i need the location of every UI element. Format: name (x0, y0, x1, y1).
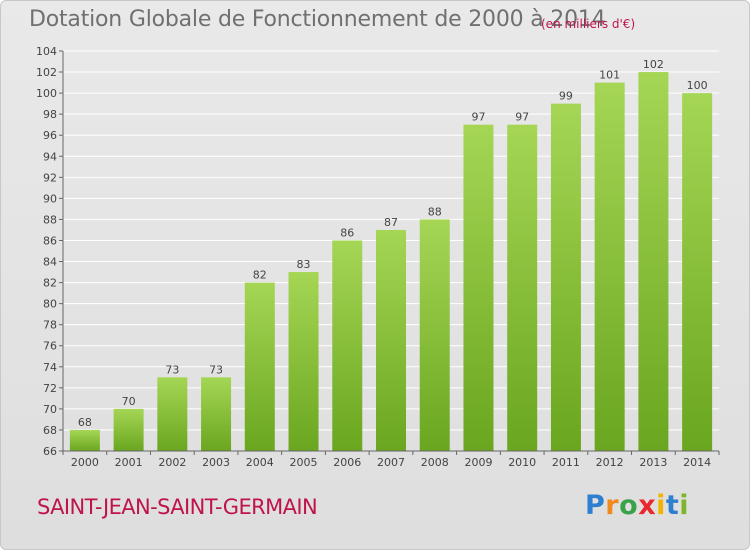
bar (376, 229, 406, 451)
logo-letter: i (656, 490, 666, 521)
bar (419, 219, 450, 451)
data-label: 97 (515, 111, 529, 124)
x-tick-label: 2001 (115, 456, 143, 469)
proxiti-logo[interactable]: Proxiti (585, 490, 689, 521)
logo-letter: r (605, 490, 620, 521)
y-tick-label: 86 (43, 234, 57, 247)
x-tick-label: 2010 (508, 456, 536, 469)
y-tick-label: 80 (43, 298, 57, 311)
bar (638, 72, 669, 451)
commune-name: SAINT-JEAN-SAINT-GERMAIN (37, 495, 318, 519)
bar (332, 240, 363, 451)
x-tick-label: 2013 (639, 456, 667, 469)
data-label: 83 (297, 258, 311, 271)
y-tick-label: 72 (43, 382, 57, 395)
logo-letter: P (585, 490, 606, 521)
x-tick-label: 2003 (202, 456, 230, 469)
data-label: 86 (340, 226, 354, 239)
data-label: 73 (165, 363, 179, 376)
bar (113, 408, 144, 451)
logo-letter: t (665, 490, 680, 521)
data-label: 73 (209, 363, 223, 376)
y-tick-label: 100 (36, 87, 57, 100)
x-tick-label: 2006 (333, 456, 361, 469)
data-label: 87 (384, 216, 398, 229)
y-tick-label: 70 (43, 403, 57, 416)
bar (507, 124, 538, 452)
y-tick-label: 98 (43, 108, 57, 121)
bar (594, 82, 625, 451)
y-tick-label: 94 (43, 150, 57, 163)
x-tick-label: 2000 (71, 456, 99, 469)
chart-subtitle: (en milliers d'€) (541, 17, 636, 31)
y-tick-label: 82 (43, 277, 57, 290)
y-tick-label: 68 (43, 424, 57, 437)
data-label: 102 (643, 58, 664, 71)
y-tick-label: 102 (36, 66, 57, 79)
bar (69, 429, 100, 451)
y-tick-label: 78 (43, 319, 57, 332)
data-label: 97 (471, 111, 485, 124)
bar (201, 377, 232, 451)
bar (157, 377, 188, 451)
y-tick-label: 104 (36, 45, 57, 58)
x-tick-label: 2014 (683, 456, 711, 469)
logo-letter: o (619, 490, 639, 521)
y-tick-label: 96 (43, 129, 57, 142)
data-label: 68 (78, 416, 92, 429)
x-tick-label: 2004 (246, 456, 274, 469)
x-tick-label: 2012 (596, 456, 624, 469)
data-label: 88 (428, 205, 442, 218)
logo-letter: i (679, 490, 690, 521)
y-tick-label: 84 (43, 256, 57, 269)
x-tick-label: 2008 (421, 456, 449, 469)
bar (244, 282, 275, 451)
bar (550, 103, 581, 451)
logo-letter: x (638, 490, 657, 521)
y-tick-label: 90 (43, 192, 57, 205)
x-tick-label: 2005 (290, 456, 318, 469)
y-tick-label: 66 (43, 445, 57, 458)
x-tick-label: 2007 (377, 456, 405, 469)
data-label: 82 (253, 269, 267, 282)
x-tick-label: 2009 (464, 456, 492, 469)
chart-title: Dotation Globale de Fonctionnement de 20… (29, 7, 606, 32)
y-tick-label: 88 (43, 213, 57, 226)
data-label: 100 (687, 79, 708, 92)
y-tick-label: 74 (43, 361, 57, 374)
x-tick-label: 2002 (158, 456, 186, 469)
x-tick-label: 2011 (552, 456, 580, 469)
data-label: 99 (559, 90, 573, 103)
bar (463, 124, 494, 452)
y-tick-label: 76 (43, 340, 57, 353)
data-label: 101 (599, 69, 620, 82)
bar (682, 93, 713, 452)
data-label: 70 (122, 395, 136, 408)
bar (288, 272, 319, 451)
y-tick-label: 92 (43, 171, 57, 184)
